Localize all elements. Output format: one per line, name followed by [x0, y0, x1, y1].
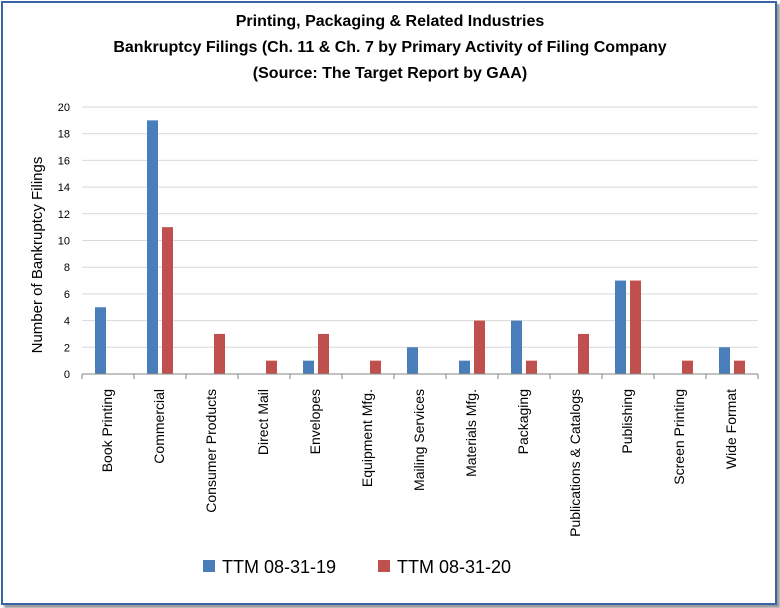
- category-label: Screen Printing: [671, 389, 687, 485]
- category-label: Book Printing: [99, 389, 115, 472]
- y-tick-labels: 0 2 4 6 8 10 12 14 16 18 20: [58, 102, 70, 381]
- y-tick-label: 18: [58, 129, 70, 141]
- category-label: Publishing: [619, 389, 635, 454]
- legend: TTM 08-31-19 TTM 08-31-20: [203, 557, 511, 577]
- bar-series-1: [719, 347, 730, 374]
- y-tick-label: 4: [64, 316, 70, 328]
- category-label: Envelopes: [307, 389, 323, 454]
- category-label: Materials Mfg.: [463, 389, 479, 477]
- bar-series-2: [266, 360, 277, 374]
- bar-series-2: [630, 280, 641, 374]
- y-tick-label: 0: [64, 369, 70, 381]
- bar-series-1: [95, 307, 106, 374]
- chart-title-line-3: (Source: The Target Report by GAA): [253, 65, 527, 82]
- category-label: Equipment Mfg.: [359, 389, 375, 487]
- chart-title-line-1: Printing, Packaging & Related Industries: [236, 13, 545, 30]
- bar-series-1: [303, 360, 314, 374]
- y-tick-label: 16: [58, 155, 70, 167]
- bar-series-2: [682, 360, 693, 374]
- bar-series-2: [578, 333, 589, 374]
- bar-series-2: [318, 333, 329, 374]
- y-tick-label: 20: [58, 102, 70, 114]
- chart-title: Printing, Packaging & Related Industries…: [113, 13, 666, 82]
- bar-series-2: [474, 320, 485, 374]
- y-tick-label: 2: [64, 342, 70, 354]
- category-label: Mailing Services: [411, 389, 427, 491]
- category-label: Commercial: [151, 389, 167, 464]
- bar-series-2: [214, 333, 225, 374]
- gridlines: [82, 106, 758, 348]
- y-tick-label: 14: [58, 182, 70, 194]
- y-axis-label: Number of Bankruptcy Filings: [29, 157, 46, 354]
- bar-series-1: [147, 120, 158, 374]
- bar-series-1: [407, 347, 418, 374]
- x-tick-marks: [81, 374, 759, 379]
- bar-series-1: [615, 280, 626, 374]
- legend-label-series-1: TTM 08-31-19: [222, 557, 336, 577]
- legend-swatch-series-1: [203, 560, 215, 572]
- bar-series-1: [459, 360, 470, 374]
- y-tick-label: 6: [64, 289, 70, 301]
- category-label: Publications & Catalogs: [567, 389, 583, 537]
- y-tick-label: 8: [64, 262, 70, 274]
- category-label: Wide Format: [723, 389, 739, 469]
- bar-series-2: [162, 227, 173, 374]
- chart-title-line-2: Bankruptcy Filings (Ch. 11 & Ch. 7 by Pr…: [113, 39, 666, 56]
- legend-swatch-series-2: [378, 560, 390, 572]
- legend-label-series-2: TTM 08-31-20: [397, 557, 511, 577]
- category-label: Direct Mail: [255, 389, 271, 455]
- bars: [95, 120, 745, 374]
- bar-series-2: [370, 360, 381, 374]
- bar-series-2: [734, 360, 745, 374]
- bar-series-1: [511, 320, 522, 374]
- category-label: Packaging: [515, 389, 531, 454]
- bar-series-2: [526, 360, 537, 374]
- y-tick-label: 10: [58, 236, 70, 248]
- category-labels: Book Printing Commercial Consumer Products…: [99, 389, 739, 537]
- category-label: Consumer Products: [203, 389, 219, 513]
- y-tick-label: 12: [58, 209, 70, 221]
